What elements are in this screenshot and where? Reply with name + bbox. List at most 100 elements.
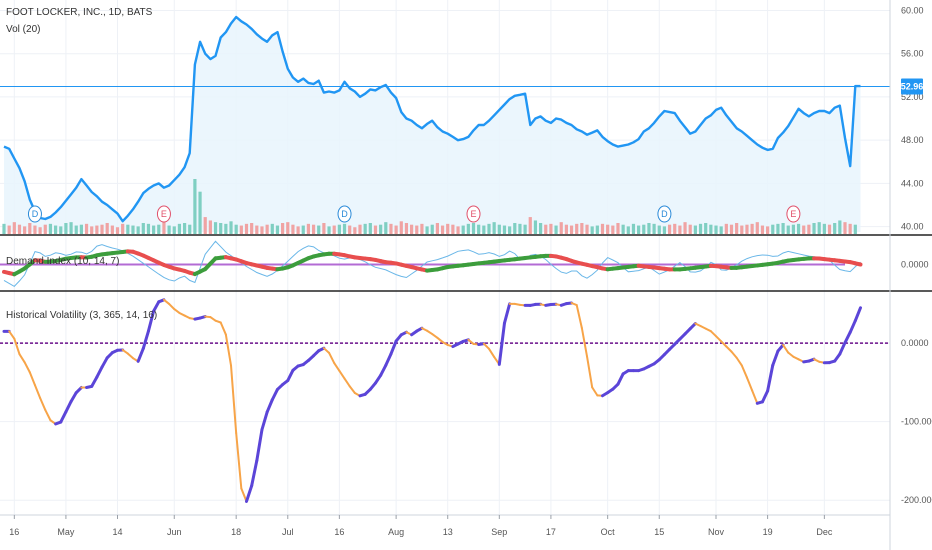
- event-marker-dividend[interactable]: D: [657, 205, 672, 223]
- volume-bar: [585, 224, 589, 234]
- volume-bar: [750, 223, 754, 234]
- volume-bar: [637, 225, 641, 234]
- volume-bar: [533, 220, 538, 234]
- volume-bar: [84, 223, 89, 234]
- volume-bar: [224, 223, 228, 234]
- hv-segment: [760, 389, 770, 404]
- volume-bar: [812, 223, 816, 234]
- hv-tick-label: -200.0000: [901, 495, 932, 505]
- volume-bar: [822, 223, 826, 234]
- price-tick-label: 60.00: [901, 5, 924, 15]
- price-axis[interactable]: 40.00 44.00 48.00 52.00 56.00 60.00: [901, 5, 924, 231]
- volume-bar: [631, 223, 636, 234]
- volume-bar: [678, 225, 682, 234]
- volume-bar: [322, 223, 326, 234]
- hv-segment: [384, 352, 393, 367]
- volume-bar: [662, 226, 667, 234]
- demand-axis[interactable]: 0.0000: [901, 260, 929, 270]
- volume-bar: [301, 225, 305, 234]
- hv-segment: [33, 384, 42, 400]
- volume-bar: [838, 220, 842, 234]
- volume-bar: [239, 225, 243, 234]
- hv-segment: [59, 410, 68, 424]
- event-marker-earnings[interactable]: E: [786, 205, 801, 223]
- volume-bar: [379, 224, 383, 234]
- hv-segment: [146, 309, 156, 333]
- volume-bar: [306, 223, 311, 234]
- hv-segment: [740, 364, 748, 379]
- volume-bar: [575, 223, 579, 234]
- volume-bar: [7, 225, 11, 234]
- volume-bar: [796, 223, 801, 234]
- hv-segment: [787, 351, 795, 358]
- hv-segment: [136, 346, 145, 363]
- volume-bar: [435, 223, 439, 234]
- event-label: E: [471, 209, 477, 219]
- volume-bar: [399, 221, 403, 234]
- volume-bar: [162, 222, 166, 234]
- volume-bar: [549, 223, 553, 234]
- volume-bar: [827, 224, 832, 234]
- price-tick-label: 56.00: [901, 49, 924, 59]
- volume-bar: [817, 222, 821, 234]
- event-marker-dividend[interactable]: D: [337, 205, 352, 223]
- volume-bar: [105, 223, 109, 234]
- volume-bar: [244, 223, 249, 234]
- hv-axis[interactable]: 0.0000 -100.0000 -200.0000: [901, 338, 932, 505]
- volume-bar: [250, 223, 254, 234]
- volume-bar: [657, 225, 661, 234]
- volume-bar: [760, 225, 765, 234]
- hv-segment: [168, 302, 176, 311]
- event-marker-earnings[interactable]: E: [156, 205, 171, 223]
- time-tick-label: 15: [654, 527, 664, 537]
- volume-bar: [410, 224, 414, 234]
- hv-segment: [580, 326, 589, 358]
- volume-bar: [337, 224, 341, 234]
- hv-tick-label: 0.0000: [901, 338, 929, 348]
- time-tick-label: May: [57, 527, 75, 537]
- volume-bar: [363, 223, 367, 234]
- hv-segment: [343, 377, 351, 388]
- volume-bar: [281, 223, 285, 234]
- hv-segment: [28, 371, 36, 387]
- demand-tick-label: 0.0000: [901, 260, 929, 270]
- volume-bars: [2, 179, 857, 234]
- historical-volatility-pane[interactable]: [0, 298, 890, 503]
- time-axis[interactable]: 16 May 14 Jun 18 Jul 16 Aug 13 Sep 17 Oct 15 Nov 19 Dec: [9, 515, 833, 537]
- event-label: D: [341, 209, 348, 219]
- hv-segment: [348, 385, 356, 394]
- event-badge: [657, 205, 672, 223]
- volume-bar: [219, 223, 223, 234]
- volume-bar: [296, 226, 300, 234]
- hv-segment: [467, 338, 475, 345]
- event-marker-dividend[interactable]: D: [27, 205, 42, 223]
- volume-bar: [64, 223, 68, 234]
- price-line[interactable]: [3, 15, 861, 223]
- time-tick-label: 19: [763, 527, 773, 537]
- time-tick-label: Dec: [816, 527, 833, 537]
- hv-segment: [69, 391, 78, 403]
- event-label: D: [661, 209, 668, 219]
- volume-bar: [729, 224, 734, 234]
- volume-bar: [652, 223, 656, 234]
- volume-bar: [265, 224, 269, 234]
- volume-bar: [317, 225, 321, 234]
- volume-bar: [74, 225, 78, 234]
- event-badge: [27, 205, 42, 223]
- hv-segment: [426, 329, 434, 336]
- volume-bar: [544, 224, 548, 234]
- volume-bar: [833, 223, 837, 234]
- volume-bar: [286, 222, 290, 234]
- event-marker-earnings[interactable]: E: [466, 205, 481, 223]
- event-label: E: [161, 209, 167, 219]
- hv-segment: [255, 428, 264, 463]
- volume-bar: [755, 222, 759, 234]
- hv-segment: [244, 484, 254, 503]
- demand-index-pane[interactable]: [0, 240, 863, 288]
- hv-segment: [771, 349, 780, 367]
- volume-bar: [311, 224, 316, 234]
- volume-bar: [2, 223, 6, 234]
